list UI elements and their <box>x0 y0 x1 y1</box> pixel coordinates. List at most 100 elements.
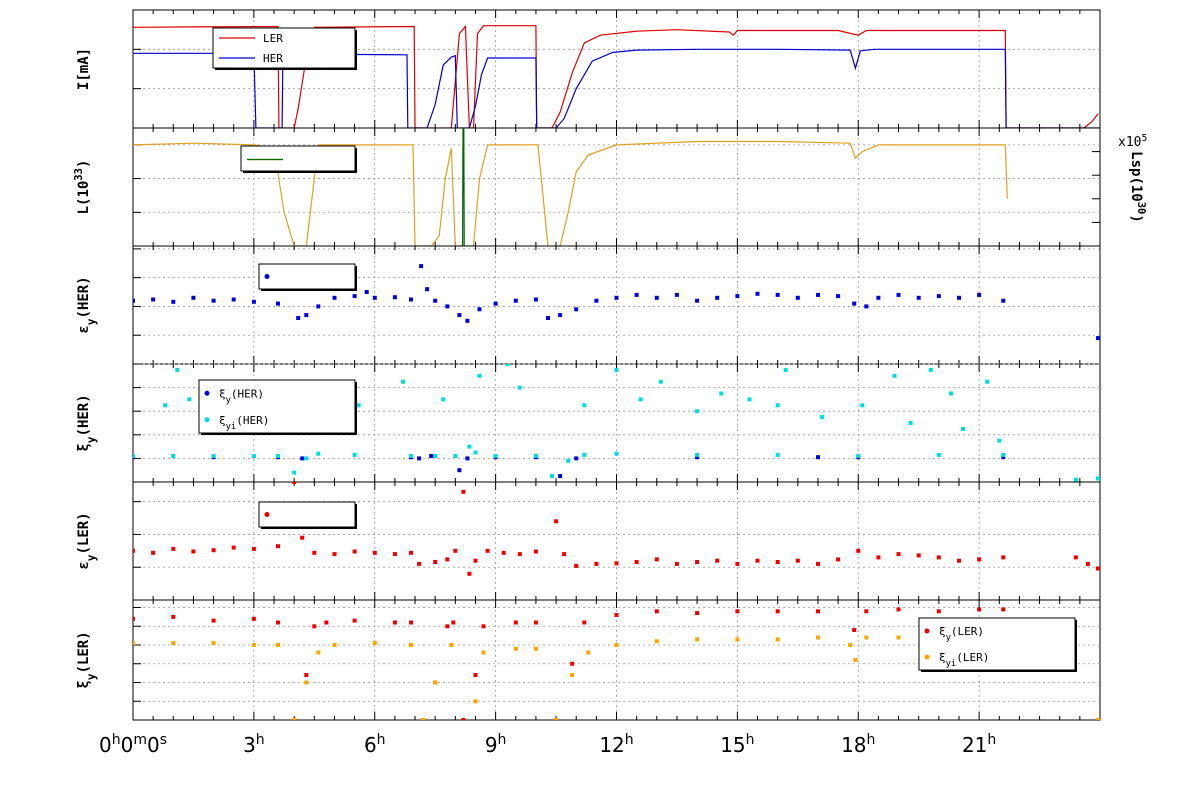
data-point <box>304 456 309 461</box>
data-point <box>300 456 305 461</box>
legend-swatch <box>924 628 930 634</box>
y-axis-label: εy(HER) <box>76 276 98 333</box>
data-point <box>304 680 309 685</box>
data-point <box>695 637 700 642</box>
data-point <box>936 609 941 614</box>
data-point <box>457 313 462 318</box>
data-point <box>695 611 700 616</box>
data-point <box>916 553 921 558</box>
data-point <box>533 549 538 554</box>
data-point <box>582 403 587 408</box>
data-point <box>852 301 857 306</box>
data-point <box>211 641 216 646</box>
data-point <box>695 298 700 303</box>
data-point <box>453 454 458 458</box>
data-point <box>977 607 982 612</box>
data-point <box>191 295 196 300</box>
data-point <box>171 454 176 458</box>
y-axis-label: I[mA] <box>76 48 92 90</box>
data-point <box>467 571 472 576</box>
data-point <box>654 295 659 300</box>
data-point <box>546 316 550 320</box>
data-point <box>445 624 450 629</box>
data-point <box>372 550 377 555</box>
data-point <box>783 367 788 372</box>
data-point <box>441 397 446 402</box>
data-point <box>755 558 760 563</box>
data-point <box>856 454 861 458</box>
legend-name: ξy(LER) <box>939 625 984 643</box>
data-point <box>465 456 470 461</box>
data-point <box>1001 455 1006 460</box>
legend-box <box>240 145 356 172</box>
data-point <box>735 609 740 614</box>
data-point <box>401 379 405 384</box>
data-point <box>550 474 554 479</box>
legend-box <box>258 263 356 290</box>
data-point <box>251 454 256 458</box>
data-point <box>513 298 518 303</box>
x-tick-label: 3h <box>243 732 265 757</box>
data-point <box>775 560 780 564</box>
data-point <box>735 637 740 642</box>
data-point <box>558 313 563 318</box>
data-point <box>864 635 869 640</box>
data-point <box>485 548 490 553</box>
data-point <box>171 641 176 646</box>
legend-box <box>258 501 356 528</box>
data-point <box>614 367 619 372</box>
data-point <box>473 699 478 704</box>
data-point <box>654 639 659 644</box>
data-point <box>133 548 135 553</box>
data-point <box>409 550 413 555</box>
data-point <box>211 548 216 553</box>
data-point <box>429 454 434 458</box>
data-point <box>775 292 780 297</box>
data-point <box>171 614 176 619</box>
data-point <box>864 304 869 309</box>
data-point <box>276 454 280 458</box>
data-point <box>352 452 357 457</box>
data-point <box>1001 555 1006 560</box>
data-point <box>574 456 579 461</box>
data-point <box>574 307 579 312</box>
data-point <box>977 292 982 297</box>
data-point <box>425 287 430 292</box>
data-point <box>614 561 619 566</box>
data-point <box>211 618 216 623</box>
data-point <box>928 367 933 372</box>
data-point <box>433 454 438 458</box>
data-point <box>582 452 587 457</box>
data-point <box>449 643 454 647</box>
data-point <box>457 468 462 473</box>
data-point <box>936 555 941 560</box>
data-point <box>735 561 740 566</box>
data-point <box>493 301 498 306</box>
data-point <box>916 295 921 300</box>
data-point <box>570 673 575 677</box>
data-point <box>594 298 599 303</box>
data-point <box>417 456 422 461</box>
data-point <box>634 292 639 297</box>
data-point <box>558 474 563 479</box>
data-point <box>304 313 309 318</box>
data-point <box>582 620 587 625</box>
data-point <box>276 544 280 549</box>
data-point <box>473 673 478 677</box>
data-point <box>477 373 482 378</box>
data-point <box>501 550 506 555</box>
data-point <box>517 385 522 390</box>
data-point <box>392 552 397 557</box>
data-point <box>392 295 397 300</box>
data-point <box>1096 476 1100 481</box>
data-point <box>1001 607 1006 612</box>
data-point <box>735 294 740 299</box>
data-point <box>300 535 305 540</box>
data-point <box>292 482 297 484</box>
data-point <box>372 641 377 646</box>
data-point <box>292 470 297 475</box>
data-point <box>324 620 329 625</box>
data-point <box>562 552 567 557</box>
y-axis-label: L(1033) <box>73 160 92 215</box>
data-point <box>1073 555 1078 560</box>
